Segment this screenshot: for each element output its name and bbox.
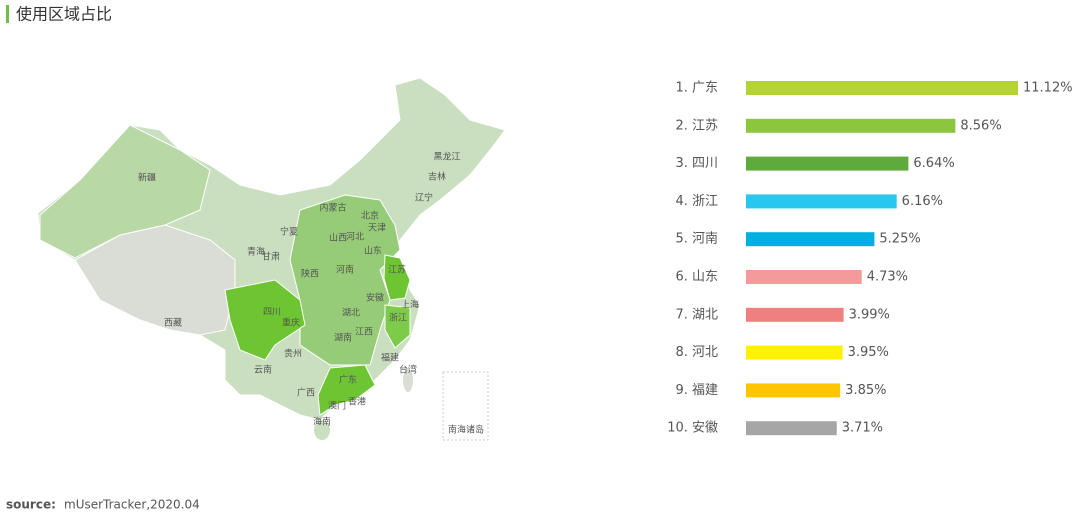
map-label: 上海 — [401, 299, 419, 311]
source-label: source: — [6, 498, 56, 512]
bar — [746, 194, 897, 209]
category-label: 10. 安徽 — [667, 421, 718, 436]
category-label: 9. 福建 — [675, 383, 718, 398]
map-label: 河北 — [346, 231, 364, 243]
title: 使用区域占比 — [16, 5, 112, 24]
map-label: 山西 — [329, 233, 347, 244]
value-label: 3.71% — [842, 421, 883, 436]
value-label: 6.64% — [913, 156, 954, 171]
bar — [746, 421, 837, 436]
bar — [746, 81, 1018, 95]
value-label: 8.56% — [960, 118, 1001, 133]
value-label: 4.73% — [867, 270, 908, 285]
map-label: 江西 — [355, 327, 373, 338]
south-sea-box — [442, 371, 489, 441]
map-label: 湖南 — [334, 332, 352, 344]
category-label: 1. 广东 — [675, 81, 718, 96]
map-label: 河南 — [336, 264, 354, 276]
source-text: mUserTracker,2020.04 — [64, 498, 200, 512]
bar — [746, 270, 862, 284]
map-label: 海南 — [313, 416, 331, 428]
category-label: 8. 河北 — [675, 345, 718, 360]
map-label: 贵州 — [284, 348, 302, 360]
map-label: 北京 — [361, 210, 379, 222]
bar — [746, 307, 844, 322]
bar — [746, 156, 909, 171]
value-label: 6.16% — [902, 194, 943, 209]
category-label: 5. 河南 — [675, 231, 718, 247]
taiwan-island — [403, 368, 413, 392]
category-label: 6. 山东 — [675, 270, 718, 285]
map-label: 宁夏 — [280, 226, 298, 238]
map-label: 甘肃 — [262, 251, 280, 263]
xinjiang-region — [39, 124, 211, 259]
map-label: 吉林 — [428, 171, 446, 183]
map-label: 福建 — [381, 352, 399, 364]
value-label: 3.99% — [849, 307, 890, 322]
map-label: 香港 — [348, 396, 366, 408]
map-label: 青海 — [247, 246, 265, 258]
map-label: 台湾 — [399, 364, 417, 376]
title-accent — [6, 5, 9, 23]
map-label: 陕西 — [301, 268, 319, 280]
category-label: 3. 四川 — [675, 156, 718, 171]
map-label: 南海诸岛 — [448, 424, 484, 436]
value-label: 11.12% — [1023, 81, 1073, 96]
map — [37, 77, 506, 441]
bar — [746, 345, 843, 360]
map-label: 澳门 — [328, 400, 346, 412]
value-label: 3.85% — [845, 383, 886, 398]
bar — [746, 118, 956, 133]
map-label: 四川 — [263, 308, 281, 318]
category-label: 7. 湖北 — [675, 307, 718, 322]
map-label: 山东 — [364, 245, 382, 257]
map-label: 黑龙江 — [433, 151, 460, 163]
map-label: 浙江 — [389, 312, 407, 324]
map-label: 内蒙古 — [319, 202, 346, 214]
category-label: 2. 江苏 — [675, 117, 718, 133]
zhejiang-region — [384, 304, 411, 349]
map-label: 广东 — [339, 374, 357, 386]
bar — [746, 232, 875, 247]
map-label: 湖北 — [342, 308, 360, 319]
map-label: 新疆 — [138, 172, 156, 184]
map-label: 西藏 — [164, 317, 182, 329]
bar — [746, 383, 841, 398]
hainan-island — [314, 420, 330, 440]
map-label: 天津 — [368, 223, 386, 234]
map-label: 广西 — [297, 387, 315, 399]
guangdong-region — [317, 364, 376, 416]
value-label: 3.95% — [848, 345, 889, 360]
value-label: 5.25% — [879, 232, 920, 247]
map-label: 重庆 — [282, 317, 300, 329]
map-label: 江苏 — [388, 264, 406, 276]
jiangsu-region — [383, 254, 411, 301]
map-label: 辽宁 — [415, 192, 433, 204]
sichuan-region — [224, 279, 306, 361]
category-label: 4. 浙江 — [675, 194, 718, 209]
map-label: 安徽 — [366, 292, 384, 304]
map-label: 云南 — [254, 364, 272, 376]
